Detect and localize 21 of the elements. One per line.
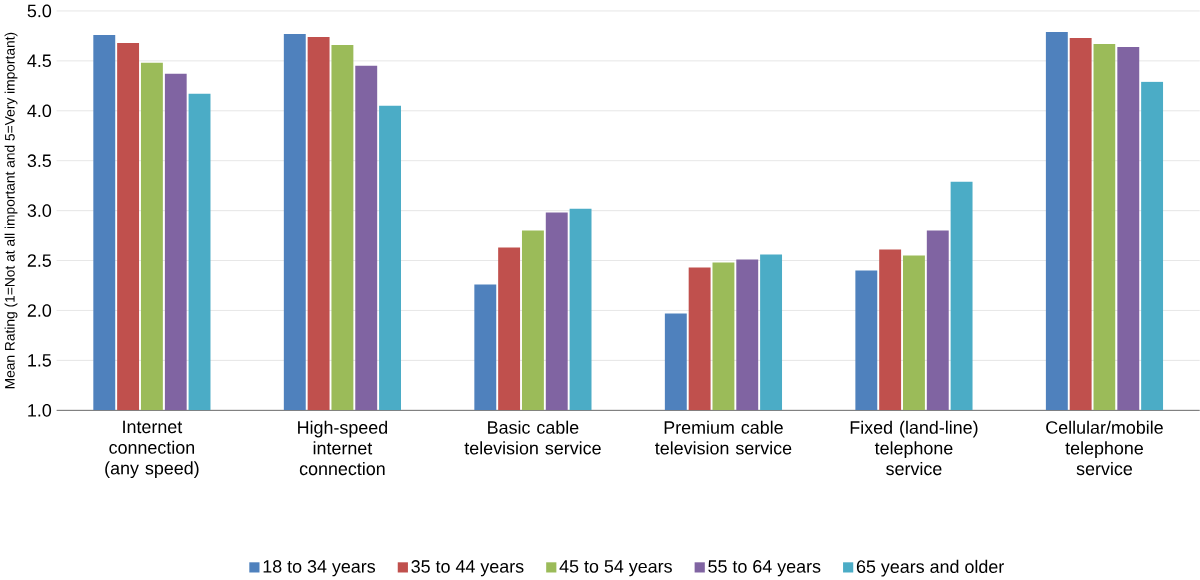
- y-axis-title: Mean Rating (1=Not at all important and 5=Very important): [4, 32, 18, 389]
- y-tick-label: 2.0: [27, 303, 52, 317]
- x-tick-label: Basic cable television service: [464, 420, 601, 455]
- legend-label: 65 years and older: [856, 559, 1004, 577]
- y-tick-label: 2.5: [27, 254, 52, 267]
- x-tick-label: High-speed internet connection: [298, 420, 388, 475]
- legend-label: 55 to 64 years: [708, 559, 821, 577]
- y-tick-label: 4.0: [27, 104, 52, 117]
- y-tick-label: 4.5: [27, 54, 52, 67]
- x-tick-label: Internet connection (any speed): [105, 420, 199, 478]
- x-tick-label: Fixed (land-line) telephone service: [850, 420, 978, 475]
- y-tick-label: 1.0: [28, 403, 52, 417]
- y-tick-label: 3.0: [27, 204, 52, 217]
- y-tick-label: 1.5: [28, 353, 52, 367]
- y-tick-label: 5.0: [27, 4, 52, 18]
- legend-label: 45 to 54 years: [559, 560, 672, 577]
- x-tick-label: Premium cable television service: [655, 420, 792, 455]
- y-tick-label: 3.5: [27, 154, 52, 167]
- legend-label: 35 to 44 years: [411, 559, 524, 577]
- legend-label: 18 to 34 years: [263, 559, 376, 577]
- x-tick-label: Cellular/mobile telephone service: [1046, 420, 1163, 475]
